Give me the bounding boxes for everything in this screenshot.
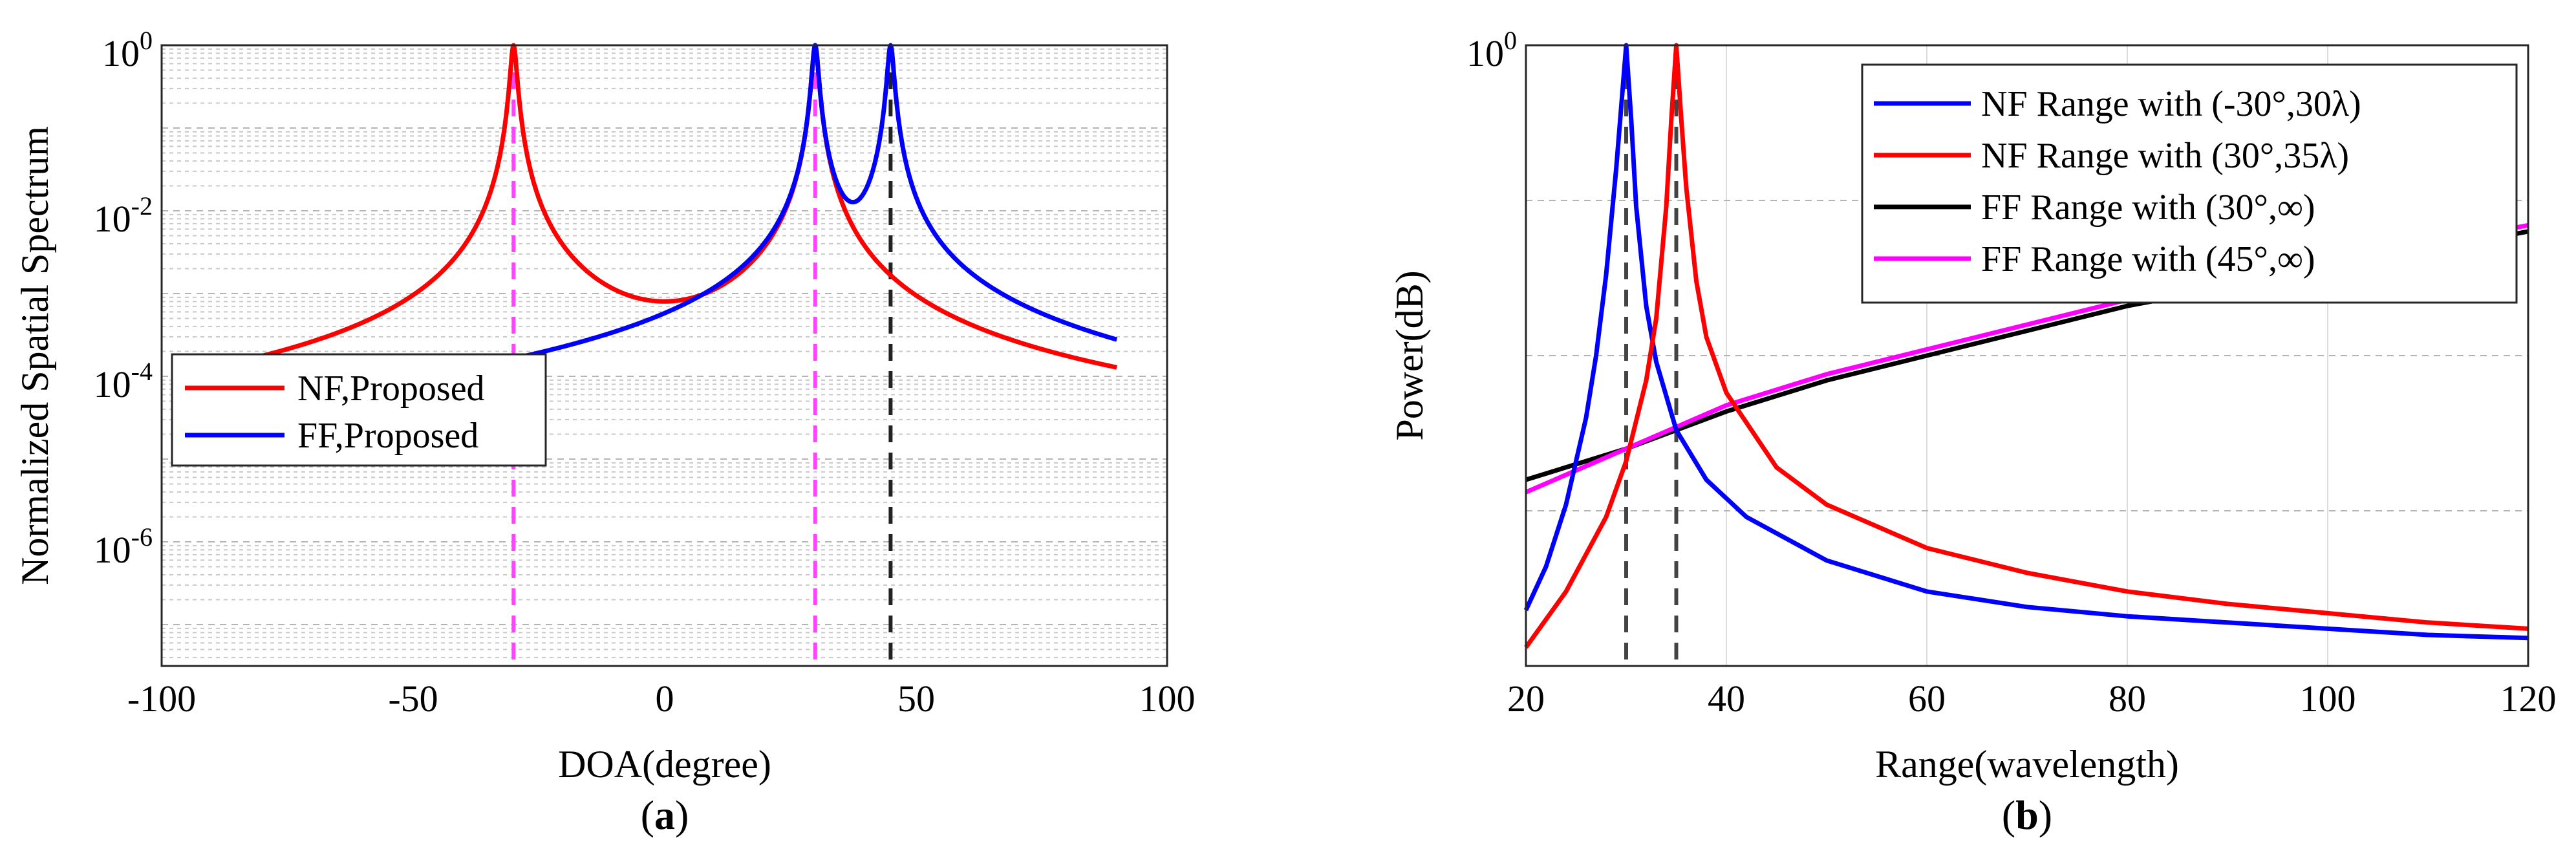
y-tick-label: 10-4	[94, 357, 153, 405]
legend-label: NF Range with (-30°,30λ)	[1981, 84, 2361, 124]
y-tick-label: 10-6	[94, 522, 153, 571]
legend-label: NF Range with (30°,35λ)	[1981, 136, 2349, 176]
legend-label: FF,Proposed	[297, 416, 478, 456]
chart-a-series	[210, 43, 1119, 407]
x-tick-label: -100	[127, 678, 196, 720]
x-tick-label: 20	[1507, 678, 1545, 720]
chart-a-panel-label: (a)	[641, 792, 689, 838]
chart-b-frame	[1525, 44, 2529, 667]
x-tick-label: 50	[897, 678, 935, 720]
chart-b-x-ticks: 20 40 60 80 100 120	[1507, 678, 2557, 720]
chart-a-frame	[160, 44, 1168, 667]
x-tick-label: -50	[388, 678, 438, 720]
y-tick-label: 10-2	[94, 191, 153, 240]
chart-a-reference-lines	[511, 45, 893, 666]
x-tick-label: 100	[1139, 678, 1196, 720]
chart-b-panel-label: (b)	[2002, 792, 2052, 838]
x-tick-label: 80	[2109, 678, 2146, 720]
x-tick-label: 100	[2300, 678, 2356, 720]
y-tick-label: 100	[1466, 26, 1517, 74]
y-tick-label: 100	[102, 26, 153, 74]
chart-a-x-ticks: -100 -50 0 50 100	[127, 678, 1196, 720]
series-line	[210, 43, 1119, 407]
chart-a-x-axis-label: DOA(degree)	[558, 743, 771, 786]
chart-b-y-axis-label: Power(dB)	[1388, 270, 1431, 440]
legend-label: NF,Proposed	[297, 369, 485, 409]
series-line	[1523, 43, 2529, 641]
legend-box	[171, 353, 547, 467]
x-tick-label: 40	[1708, 678, 1745, 720]
x-tick-label: 60	[1908, 678, 1946, 720]
chart-b-x-axis-label: Range(wavelength)	[1875, 743, 2179, 786]
chart-b-legend: NF Range with (-30°,30λ) NF Range with (…	[1861, 63, 2518, 304]
legend-label: FF Range with (45°,∞)	[1981, 239, 2315, 279]
legend-label: FF Range with (30°,∞)	[1981, 188, 2315, 228]
series-line	[210, 43, 1119, 370]
chart-a-y-ticks: 100 10-2 10-4 10-6	[94, 26, 153, 571]
x-tick-label: 120	[2500, 678, 2557, 720]
chart-a-y-axis-label: Normalized Spatial Spectrum	[14, 126, 56, 585]
chart-a-legend: NF,Proposed FF,Proposed	[171, 353, 547, 467]
chart-a: 100 10-2 10-4 10-6 -100 -50 0 50 100 DOA…	[14, 26, 1196, 838]
x-tick-label: 0	[656, 678, 674, 720]
series-line	[1524, 43, 2529, 649]
chart-a-grid	[162, 45, 1167, 658]
chart-b: 100 20 40 60 80 100 120 Range(wavelength…	[1388, 26, 2557, 838]
chart-b-reference-lines	[1624, 45, 1679, 666]
legend-box	[1861, 63, 2518, 304]
